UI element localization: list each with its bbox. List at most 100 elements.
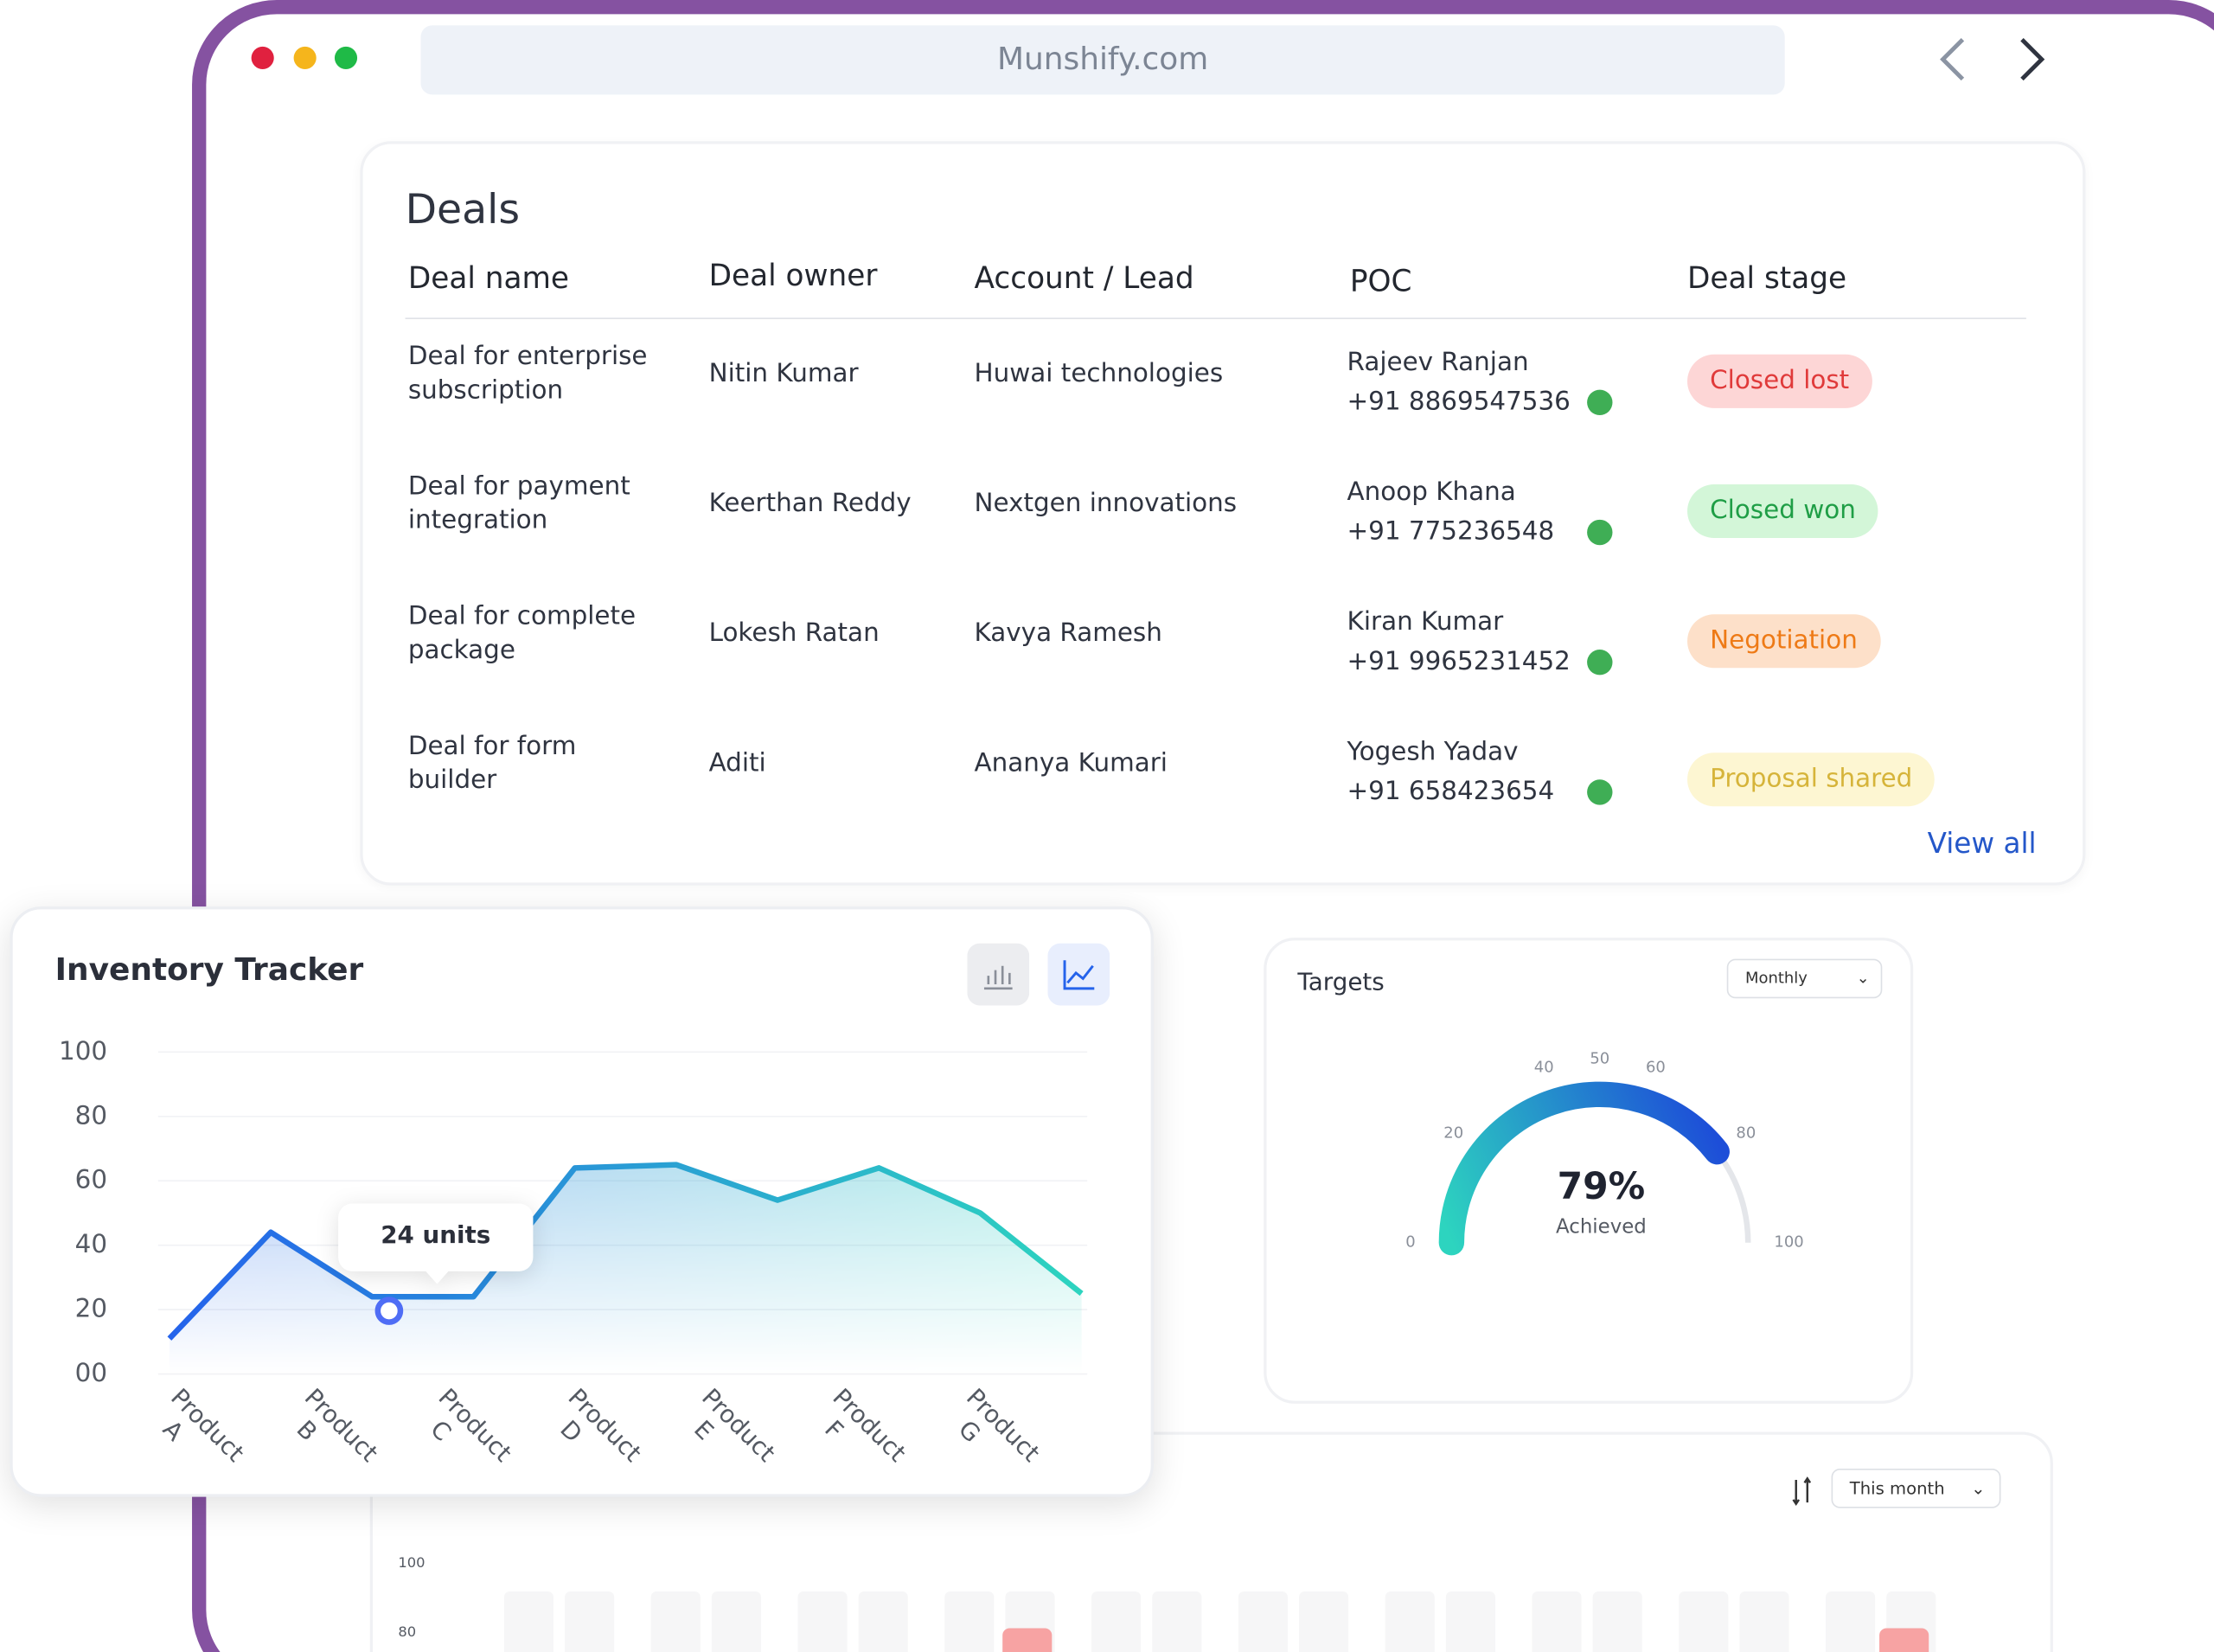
bar-track: [1826, 1591, 1876, 1652]
line-view-button[interactable]: [1047, 943, 1110, 1006]
account: Huwai technologies: [974, 358, 1224, 388]
bar-track: [797, 1591, 848, 1652]
x-tick-label: ProductE: [676, 1383, 781, 1488]
highlight-point: [374, 1297, 404, 1325]
x-tick-label: ProductD: [542, 1383, 647, 1488]
poc-phone: +91 9965231452: [1347, 646, 1571, 677]
poc-phone: +91 775236548: [1347, 516, 1555, 547]
stage-badge: Negotiation: [1687, 614, 1880, 669]
tooltip-label: 24 units: [381, 1220, 490, 1249]
deal-owner: Keerthan Reddy: [708, 488, 912, 519]
bar-track: [1532, 1591, 1582, 1652]
y-tick-label: 100: [59, 1036, 107, 1066]
bar-track: [858, 1591, 908, 1652]
x-tick-label: ProductA: [145, 1383, 250, 1488]
poc-name: Kiran Kumar: [1347, 607, 1504, 637]
maximize-dot[interactable]: [334, 46, 358, 69]
stage-badge: Closed lost: [1687, 354, 1872, 408]
gauge-tick-label: 50: [1590, 1049, 1609, 1067]
bar-track: [711, 1591, 761, 1652]
y-tick-label: 00: [75, 1358, 107, 1387]
account: Nextgen innovations: [974, 488, 1238, 519]
deal-name: Deal for complete package: [407, 601, 637, 665]
column-header: POC: [1349, 264, 1412, 298]
y-tick-label: 20: [75, 1294, 107, 1323]
period-dropdown[interactable]: Monthly ⌄: [1726, 958, 1883, 999]
bar-track: [1445, 1591, 1495, 1652]
chevron: ⌄: [1856, 969, 1870, 988]
url-bar[interactable]: Munshify.com: [420, 25, 1785, 95]
inventory-card: Inventory Tracker 00 20 40 60 80 100 ProductA P…: [10, 906, 1154, 1497]
y-tick-label: 100: [398, 1554, 425, 1571]
deal-name: Deal for form builder: [407, 731, 577, 796]
bottom-chart-card: This month ⌄ 100 80: [369, 1431, 2053, 1652]
poc-name: Rajeev Ranjan: [1347, 347, 1529, 377]
header-divider: [405, 317, 2026, 319]
y-tick-label: 60: [75, 1165, 107, 1194]
gauge-tick-label: 80: [1736, 1124, 1756, 1143]
period-dropdown[interactable]: This month ⌄: [1831, 1468, 2001, 1508]
close-dot[interactable]: [251, 46, 274, 69]
bar-track: [1152, 1591, 1202, 1652]
gauge-tick-label: 60: [1646, 1059, 1666, 1077]
bar-track: [1299, 1591, 1349, 1652]
targets-card: Targets Monthly ⌄ 0 20 40 50 60 80 100 79% Achiev…: [1264, 938, 1914, 1404]
call-icon[interactable]: [1587, 779, 1613, 805]
y-tick-label: 80: [75, 1100, 107, 1130]
bar-highlight: [1002, 1628, 1053, 1652]
bar-track: [1238, 1591, 1288, 1652]
column-header: Deal stage: [1687, 261, 1847, 296]
targets-title: Targets: [1297, 969, 1385, 997]
gauge-tick-label: 100: [1774, 1233, 1803, 1252]
call-icon[interactable]: [1587, 519, 1613, 546]
y-tick-label: 80: [398, 1623, 416, 1640]
deals-card: Deals View all Deal name Deal owner Accoun…: [360, 141, 2086, 886]
chevron: ⌄: [1971, 1478, 1986, 1499]
x-tick-label: ProductC: [413, 1383, 517, 1488]
gauge-tick-label: 20: [1443, 1124, 1463, 1143]
x-tick-label: ProductF: [807, 1383, 912, 1488]
poc-phone: +91 658423654: [1347, 776, 1555, 807]
period-label: This month: [1849, 1478, 1945, 1499]
gauge-value: [1438, 1081, 1730, 1256]
minimize-dot[interactable]: [293, 46, 317, 69]
gauge-chart: 0 20 40 50 60 80 100 79% Achieved: [1405, 1049, 1804, 1256]
gauge-tick-label: 40: [1534, 1059, 1554, 1077]
back-arrow[interactable]: [1940, 37, 1965, 81]
forward-arrow[interactable]: [2020, 37, 2045, 81]
stage-badge: Proposal shared: [1687, 752, 1936, 807]
inventory-title: Inventory Tracker: [54, 953, 364, 989]
deal-owner: Lokesh Ratan: [708, 618, 880, 649]
bar-track: [1091, 1591, 1142, 1652]
account: Kavya Ramesh: [974, 618, 1162, 649]
call-icon[interactable]: [1587, 650, 1613, 676]
filter-icon[interactable]: [1785, 1474, 1827, 1508]
gauge-value-label: 79%: [1558, 1166, 1646, 1208]
view-all-link[interactable]: View all: [1927, 826, 2037, 861]
call-icon[interactable]: [1587, 389, 1613, 415]
account: Ananya Kumari: [974, 748, 1168, 778]
nav-arrows: [1940, 37, 2045, 81]
x-tick-label: ProductB: [279, 1383, 384, 1488]
bar-track: [1739, 1591, 1789, 1652]
line: [167, 1162, 1084, 1341]
column-header: Deal name: [407, 261, 570, 296]
bar-view-button[interactable]: [967, 943, 1030, 1006]
x-tick-label: ProductG: [941, 1383, 1046, 1488]
bar-highlight: [1879, 1628, 1929, 1652]
deal-name: Deal for payment integration: [407, 471, 630, 535]
tooltip: [338, 1203, 534, 1284]
bar-track: [650, 1591, 701, 1652]
bar-track: [1385, 1591, 1435, 1652]
poc-name: Yogesh Yadav: [1347, 737, 1519, 767]
y-tick-label: 40: [75, 1229, 107, 1258]
poc-name: Anoop Khana: [1347, 477, 1516, 508]
bar-track: [944, 1591, 995, 1652]
gauge-tick-label: 0: [1405, 1233, 1415, 1252]
deal-owner: Nitin Kumar: [708, 358, 859, 388]
deals-title: Deals: [405, 184, 520, 234]
column-header: Deal owner: [708, 258, 878, 292]
bottom-chart: 100 80: [398, 1554, 1936, 1652]
stage-badge: Closed won: [1687, 484, 1878, 539]
